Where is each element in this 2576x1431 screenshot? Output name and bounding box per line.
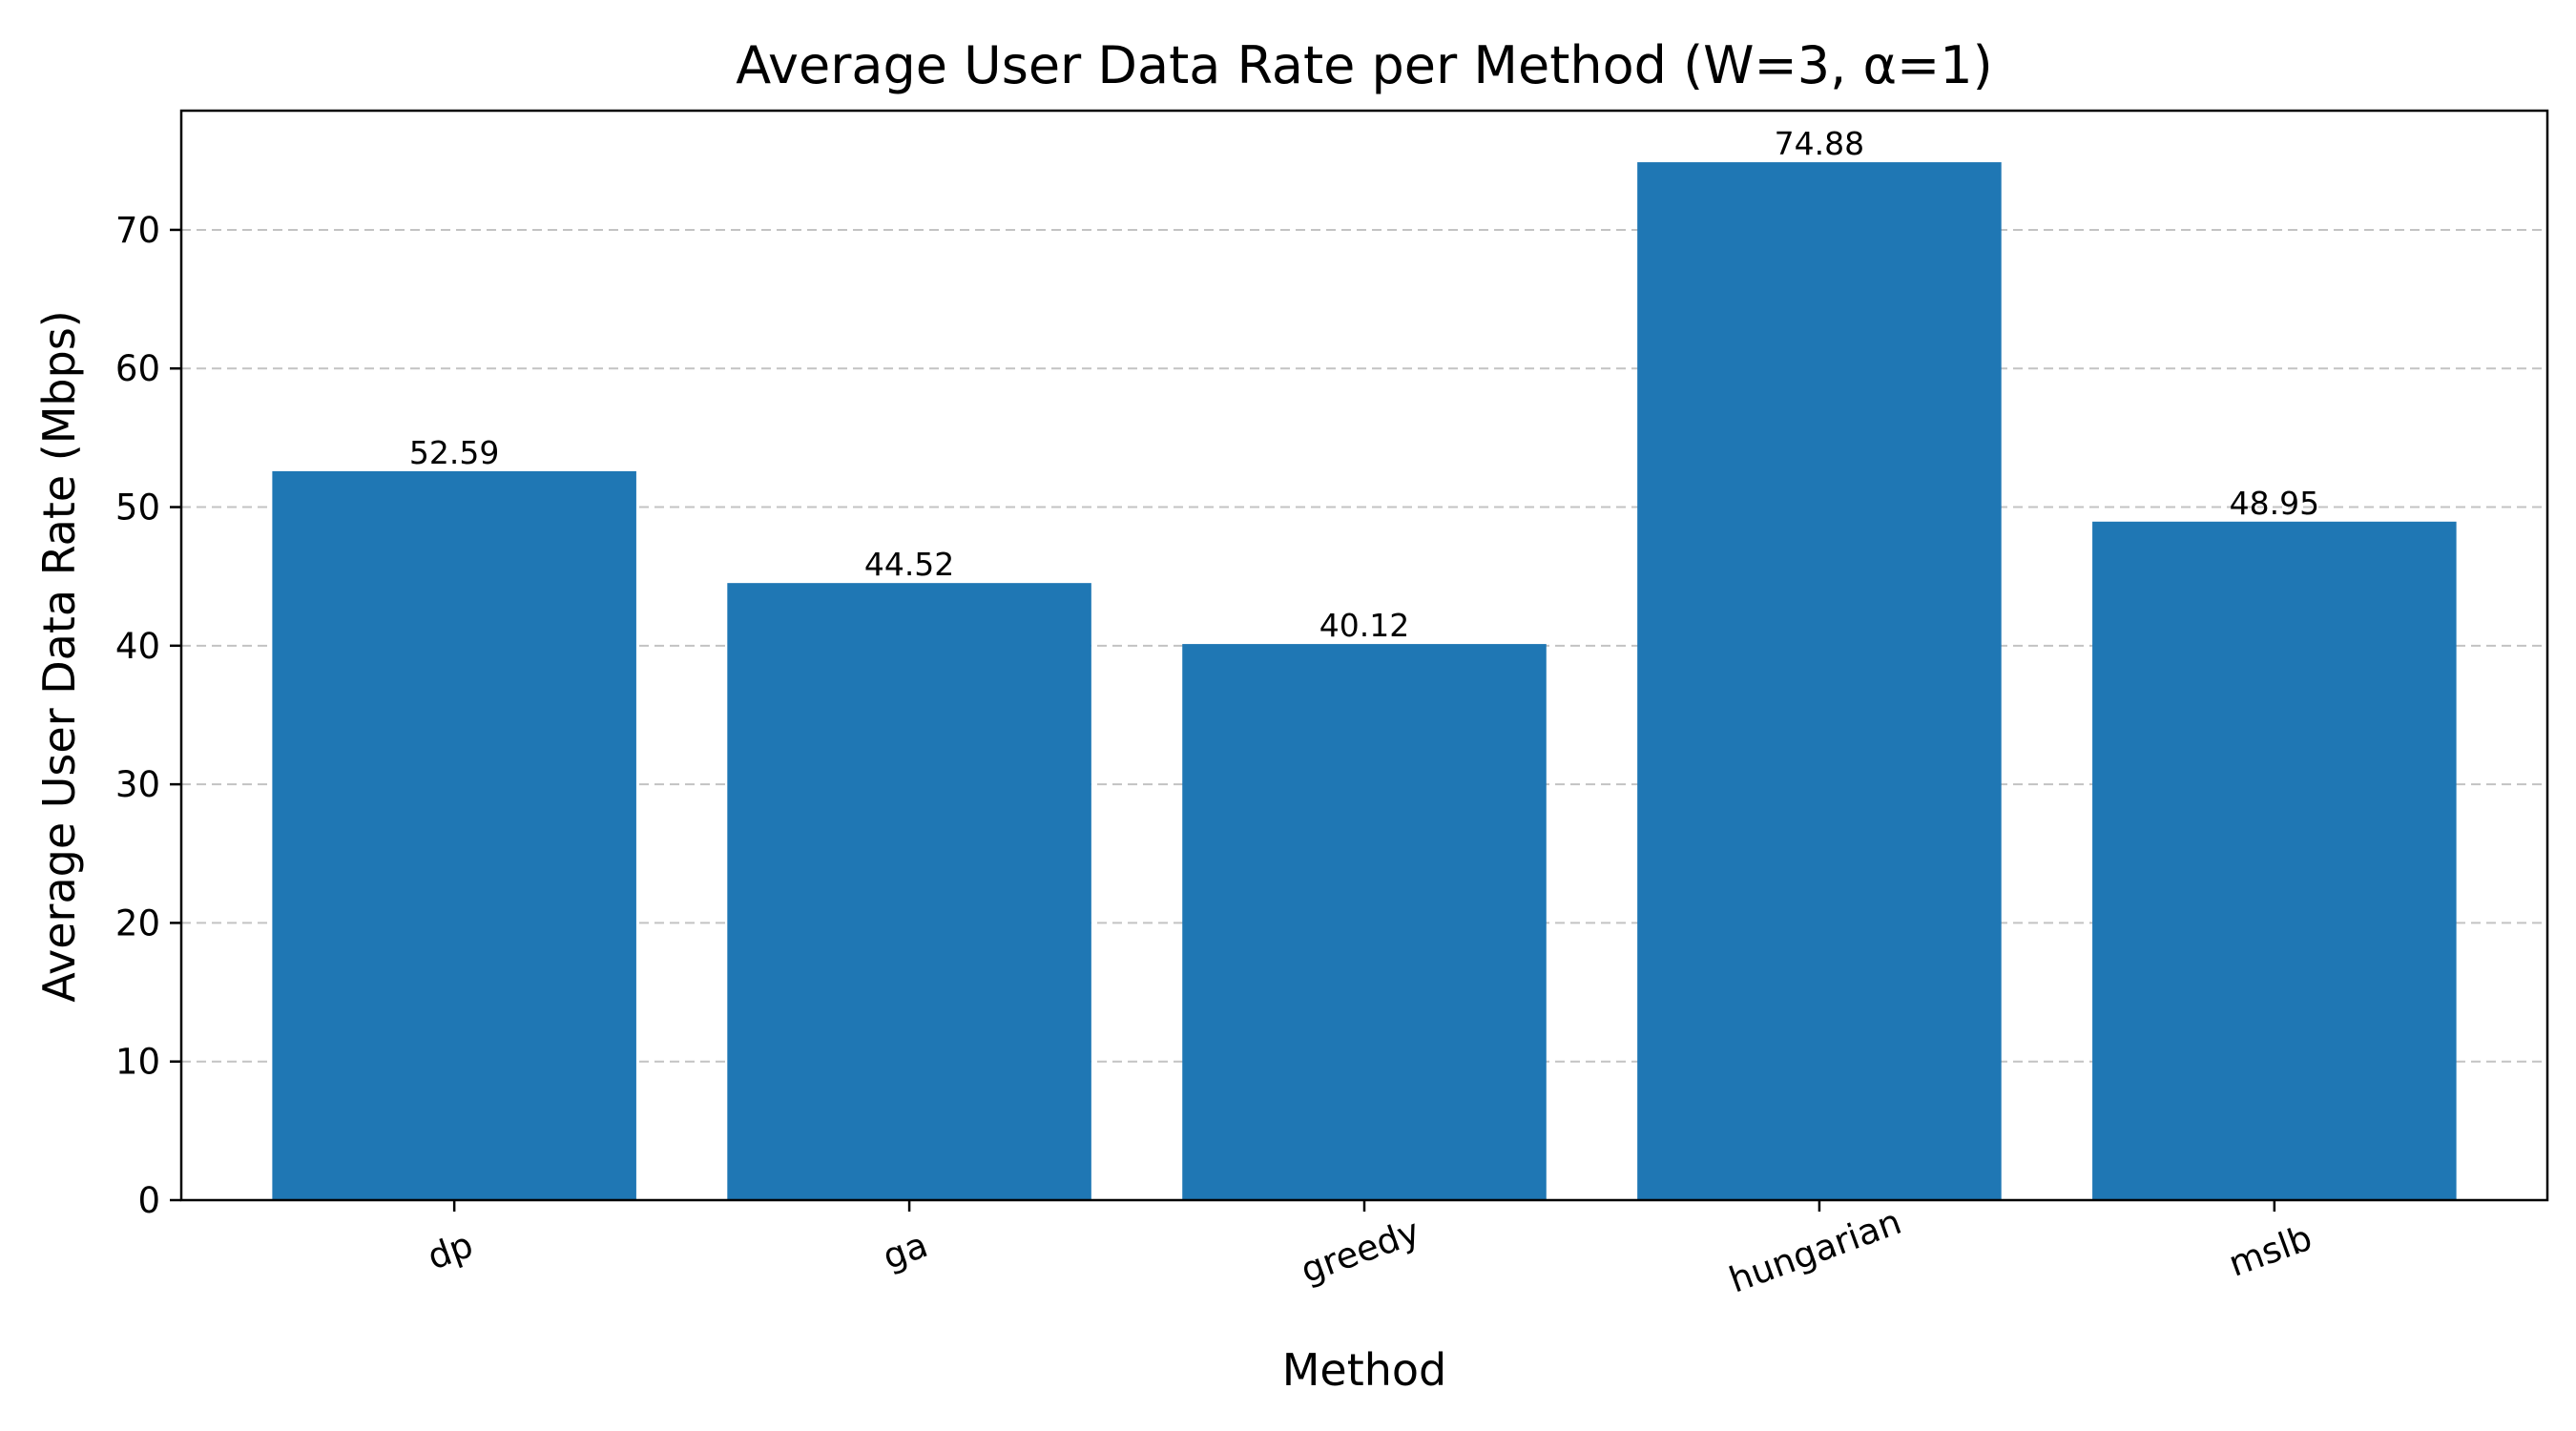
value-label-dp: 52.59 [409, 434, 499, 471]
y-axis-label: Average User Data Rate (Mbps) [33, 310, 85, 1003]
value-label-hungarian: 74.88 [1775, 125, 1864, 162]
bar-greedy [1182, 644, 1547, 1200]
x-tick-label-mslb: mslb [2223, 1217, 2316, 1285]
bar-hungarian [1637, 162, 2002, 1201]
bar-ga [727, 583, 1091, 1200]
x-tick-label-dp: dp [422, 1224, 478, 1277]
value-label-mslb: 48.95 [2230, 485, 2319, 522]
value-label-greedy: 40.12 [1319, 607, 1409, 644]
y-tick-label: 0 [137, 1180, 160, 1221]
bars [272, 162, 2457, 1201]
y-axis-ticks: 0 10 20 30 40 50 60 70 [115, 210, 181, 1221]
y-tick-label: 30 [115, 764, 160, 805]
y-tick-label: 50 [115, 487, 160, 529]
y-tick-label: 10 [115, 1042, 160, 1083]
x-tick-label-hungarian: hungarian [1724, 1201, 1907, 1301]
y-tick-label: 20 [115, 902, 160, 944]
x-tick-label-ga: ga [878, 1224, 933, 1277]
bar-dp [272, 470, 636, 1200]
x-axis-label: Method [1282, 1344, 1447, 1396]
x-axis-ticks: dp ga greedy hungarian mslb [422, 1200, 2317, 1301]
y-tick-label: 60 [115, 348, 160, 389]
x-tick-label-greedy: greedy [1296, 1211, 1425, 1291]
chart-title: Average User Data Rate per Method (W=3, … [736, 35, 1992, 95]
value-label-ga: 44.52 [864, 546, 954, 583]
value-labels: 52.59 44.52 40.12 74.88 48.95 [409, 125, 2319, 644]
y-tick-label: 70 [115, 210, 160, 251]
bar-mslb [2092, 521, 2457, 1200]
y-tick-label: 40 [115, 626, 160, 667]
